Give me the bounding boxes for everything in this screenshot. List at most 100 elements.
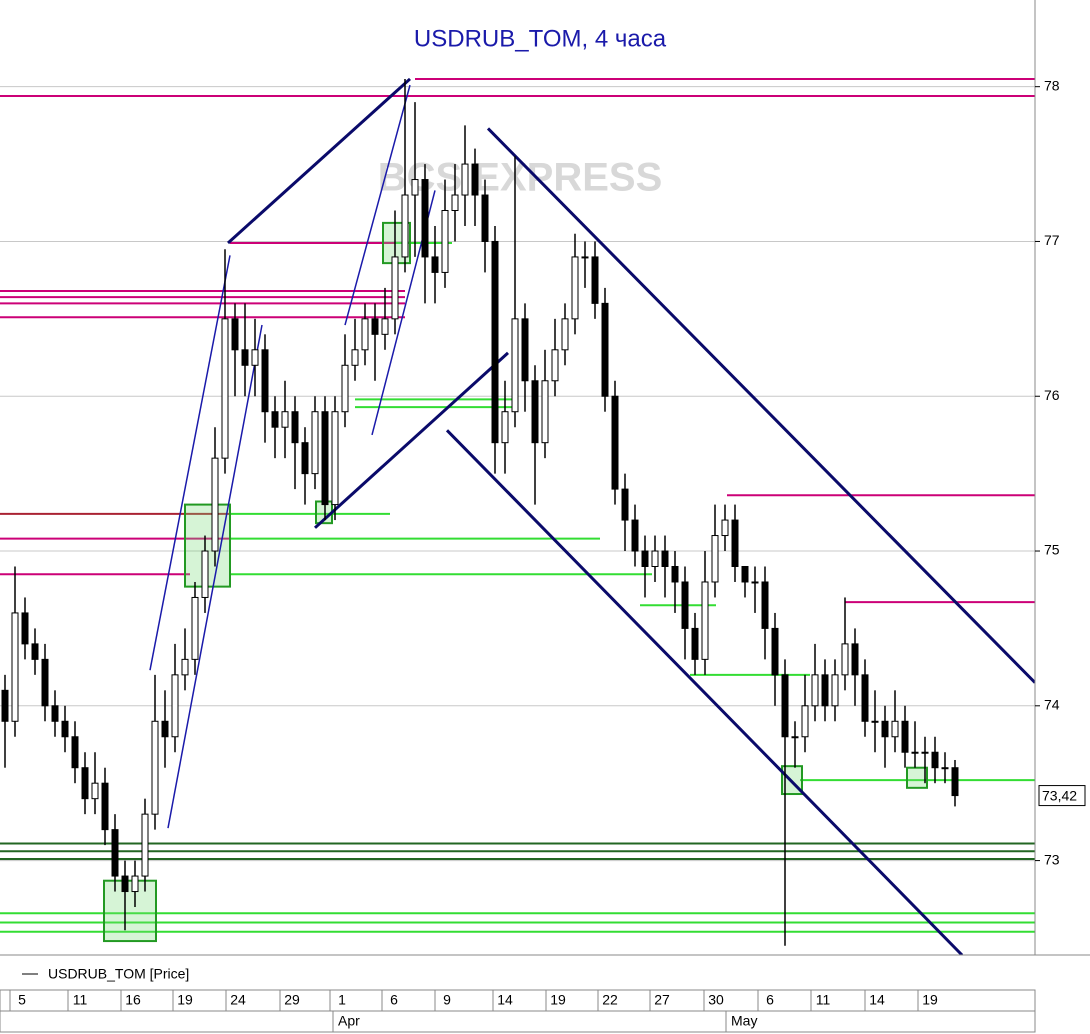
candle-body xyxy=(461,163,469,196)
candle-body xyxy=(111,829,119,877)
candle-body xyxy=(61,720,69,738)
candle-body xyxy=(621,488,629,521)
candle-body xyxy=(501,411,509,444)
candle-body xyxy=(51,705,59,722)
candle-body xyxy=(321,411,329,506)
candle-body xyxy=(511,318,519,413)
candle-body xyxy=(301,442,309,475)
legend-label: USDRUB_TOM [Price] xyxy=(48,966,189,982)
candle-body xyxy=(201,550,209,598)
candle-body xyxy=(941,767,949,770)
candle-body xyxy=(141,813,149,877)
candle-body xyxy=(701,581,709,660)
candle-body xyxy=(161,720,169,738)
candle-body xyxy=(761,581,769,629)
trend-line xyxy=(344,84,411,326)
candle-body xyxy=(271,411,279,428)
candle-body xyxy=(451,194,459,212)
candle-body xyxy=(191,596,199,660)
candle-body xyxy=(391,256,399,320)
candle-body xyxy=(441,210,449,273)
candle-body xyxy=(781,674,789,738)
candle-body xyxy=(641,550,649,567)
candle-body xyxy=(911,751,919,754)
candle-body xyxy=(861,674,869,722)
candle-body xyxy=(171,674,179,738)
trend-line xyxy=(445,429,964,955)
candle-body xyxy=(481,194,489,242)
candle-body xyxy=(431,256,439,273)
candle-body xyxy=(71,736,79,769)
candle-body xyxy=(801,705,809,738)
month-label: Apr xyxy=(338,1013,360,1029)
x-tick-label: 11 xyxy=(816,992,831,1008)
candle-body xyxy=(871,720,879,723)
candle-body xyxy=(831,674,839,707)
candle-body xyxy=(751,581,759,584)
candle-body xyxy=(1,689,9,722)
x-tick-label: 27 xyxy=(654,992,670,1008)
x-tick-label: 14 xyxy=(869,992,885,1008)
candle-body xyxy=(281,411,289,428)
candle-body xyxy=(341,364,349,413)
x-tick-label: 1 xyxy=(338,992,346,1008)
x-tick-label: 5 xyxy=(18,992,26,1008)
month-label: May xyxy=(731,1013,757,1029)
x-tick-label: 11 xyxy=(73,992,88,1008)
candle-body xyxy=(291,411,299,444)
candle-body xyxy=(181,658,189,676)
candle-body xyxy=(901,720,909,753)
candle-body xyxy=(791,736,799,739)
y-tick-label: 77 xyxy=(1044,232,1060,248)
x-tick-label: 9 xyxy=(443,992,451,1008)
y-tick-label: 73 xyxy=(1044,851,1060,867)
candle-body xyxy=(671,565,679,583)
candle-body xyxy=(891,720,899,738)
y-tick-label: 75 xyxy=(1044,542,1060,558)
candle-body xyxy=(851,643,859,676)
candle-body xyxy=(611,395,619,490)
candle-body xyxy=(841,643,849,676)
candle-body xyxy=(721,519,729,537)
candle-body xyxy=(581,256,589,259)
x-tick-label: 19 xyxy=(550,992,566,1008)
candle-body xyxy=(81,767,89,800)
zone-box xyxy=(103,879,157,943)
candle-body xyxy=(381,318,389,335)
candle-body xyxy=(311,411,319,475)
candle-body xyxy=(211,457,219,552)
candle-body xyxy=(251,349,259,366)
trend-line xyxy=(313,351,510,529)
trend-line xyxy=(226,77,412,245)
trend-line xyxy=(167,324,263,829)
y-tick-label: 74 xyxy=(1044,697,1060,713)
candle-body xyxy=(421,179,429,258)
x-tick-label: 22 xyxy=(602,992,618,1008)
chart-title: USDRUB_TOM, 4 часа xyxy=(414,25,667,52)
candle-body xyxy=(131,875,139,893)
x-tick-label: 6 xyxy=(390,992,398,1008)
candle-body xyxy=(361,318,369,351)
candle-body xyxy=(401,194,409,258)
candles xyxy=(1,78,959,946)
candle-body xyxy=(631,519,639,552)
candle-body xyxy=(241,349,249,366)
candle-body xyxy=(351,349,359,366)
candle-body xyxy=(471,163,479,196)
candle-body xyxy=(661,550,669,567)
candle-body xyxy=(371,318,379,335)
candle-body xyxy=(951,767,959,797)
candle-body xyxy=(591,256,599,304)
candle-body xyxy=(821,674,829,707)
candle-body xyxy=(571,256,579,320)
candle-body xyxy=(651,550,659,567)
x-tick-label: 19 xyxy=(177,992,193,1008)
candle-body xyxy=(91,782,99,800)
last-price-label: 73,42 xyxy=(1042,787,1077,803)
candle-body xyxy=(331,411,339,506)
candle-body xyxy=(551,349,559,382)
candle-body xyxy=(151,720,159,815)
